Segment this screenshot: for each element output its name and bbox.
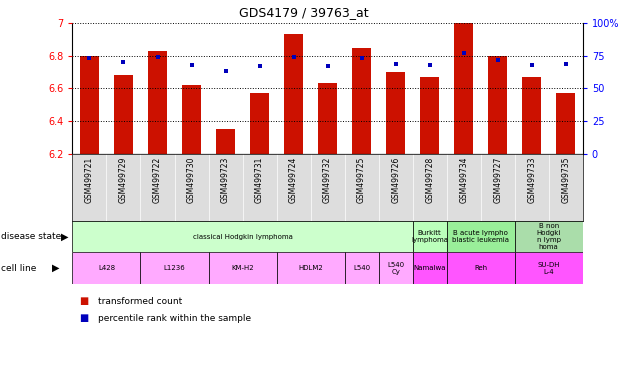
Text: classical Hodgkin lymphoma: classical Hodgkin lymphoma [193, 233, 292, 240]
Text: GSM499733: GSM499733 [527, 157, 536, 204]
Bar [515, 252, 583, 284]
Point [152, 54, 163, 60]
Bar [454, 23, 473, 154]
Text: GSM499727: GSM499727 [493, 157, 502, 204]
Text: ▶: ▶ [52, 263, 60, 273]
Text: GSM499726: GSM499726 [391, 157, 400, 204]
Bar [182, 85, 201, 154]
Text: Burkitt
lymphoma: Burkitt lymphoma [411, 230, 448, 243]
Text: transformed count: transformed count [98, 296, 182, 306]
Bar [488, 56, 507, 154]
Bar [148, 51, 167, 154]
Text: GSM499735: GSM499735 [561, 157, 570, 204]
Bar [318, 83, 337, 154]
Point [459, 50, 469, 56]
Bar [114, 75, 133, 154]
Bar [522, 77, 541, 154]
Text: KM-H2: KM-H2 [231, 265, 254, 271]
Point [186, 62, 197, 68]
Bar [216, 129, 235, 154]
Bar [515, 221, 583, 252]
Text: GSM499734: GSM499734 [459, 157, 468, 204]
Text: HDLM2: HDLM2 [298, 265, 323, 271]
Bar [284, 35, 303, 154]
Text: B acute lympho
blastic leukemia: B acute lympho blastic leukemia [452, 230, 509, 243]
Bar [352, 48, 371, 154]
Text: Reh: Reh [474, 265, 487, 271]
Text: disease state: disease state [1, 232, 62, 241]
Text: ■: ■ [79, 313, 88, 323]
Text: GSM499728: GSM499728 [425, 157, 434, 203]
Text: L540
Cy: L540 Cy [387, 262, 404, 275]
Point [118, 59, 129, 65]
Text: GSM499725: GSM499725 [357, 157, 366, 204]
Bar [447, 221, 515, 252]
Bar [420, 77, 439, 154]
Text: B non
Hodgki
n lymp
homa: B non Hodgki n lymp homa [537, 223, 561, 250]
Text: L540: L540 [353, 265, 370, 271]
Text: percentile rank within the sample: percentile rank within the sample [98, 314, 251, 323]
Bar [379, 252, 413, 284]
Text: GSM499731: GSM499731 [255, 157, 264, 204]
Text: ■: ■ [79, 296, 88, 306]
Point [289, 54, 299, 60]
Point [255, 63, 265, 69]
Bar [72, 221, 413, 252]
Text: Namalwa: Namalwa [413, 265, 446, 271]
Text: GSM499721: GSM499721 [85, 157, 94, 203]
Bar [386, 72, 405, 154]
Point [527, 62, 537, 68]
Point [357, 55, 367, 61]
Bar [556, 93, 575, 154]
Point [84, 55, 94, 61]
Text: GSM499724: GSM499724 [289, 157, 298, 204]
Bar [72, 252, 140, 284]
Text: cell line: cell line [1, 263, 37, 273]
Point [220, 68, 231, 74]
Bar [209, 252, 277, 284]
Bar [413, 221, 447, 252]
Text: L428: L428 [98, 265, 115, 271]
Point [425, 62, 435, 68]
Bar [277, 252, 345, 284]
Text: ▶: ▶ [60, 232, 68, 242]
Bar [80, 56, 99, 154]
Text: GSM499722: GSM499722 [153, 157, 162, 203]
Bar [345, 252, 379, 284]
Bar [250, 93, 269, 154]
Point [561, 60, 571, 66]
Text: GSM499732: GSM499732 [323, 157, 332, 204]
Text: GSM499723: GSM499723 [221, 157, 230, 204]
Point [493, 56, 503, 63]
Text: L1236: L1236 [164, 265, 185, 271]
Text: SU-DH
L-4: SU-DH L-4 [537, 262, 560, 275]
Bar [447, 252, 515, 284]
Text: GDS4179 / 39763_at: GDS4179 / 39763_at [239, 6, 369, 19]
Text: GSM499729: GSM499729 [119, 157, 128, 204]
Point [323, 63, 333, 69]
Bar [140, 252, 209, 284]
Text: GSM499730: GSM499730 [187, 157, 196, 204]
Point [391, 60, 401, 66]
Bar [413, 252, 447, 284]
